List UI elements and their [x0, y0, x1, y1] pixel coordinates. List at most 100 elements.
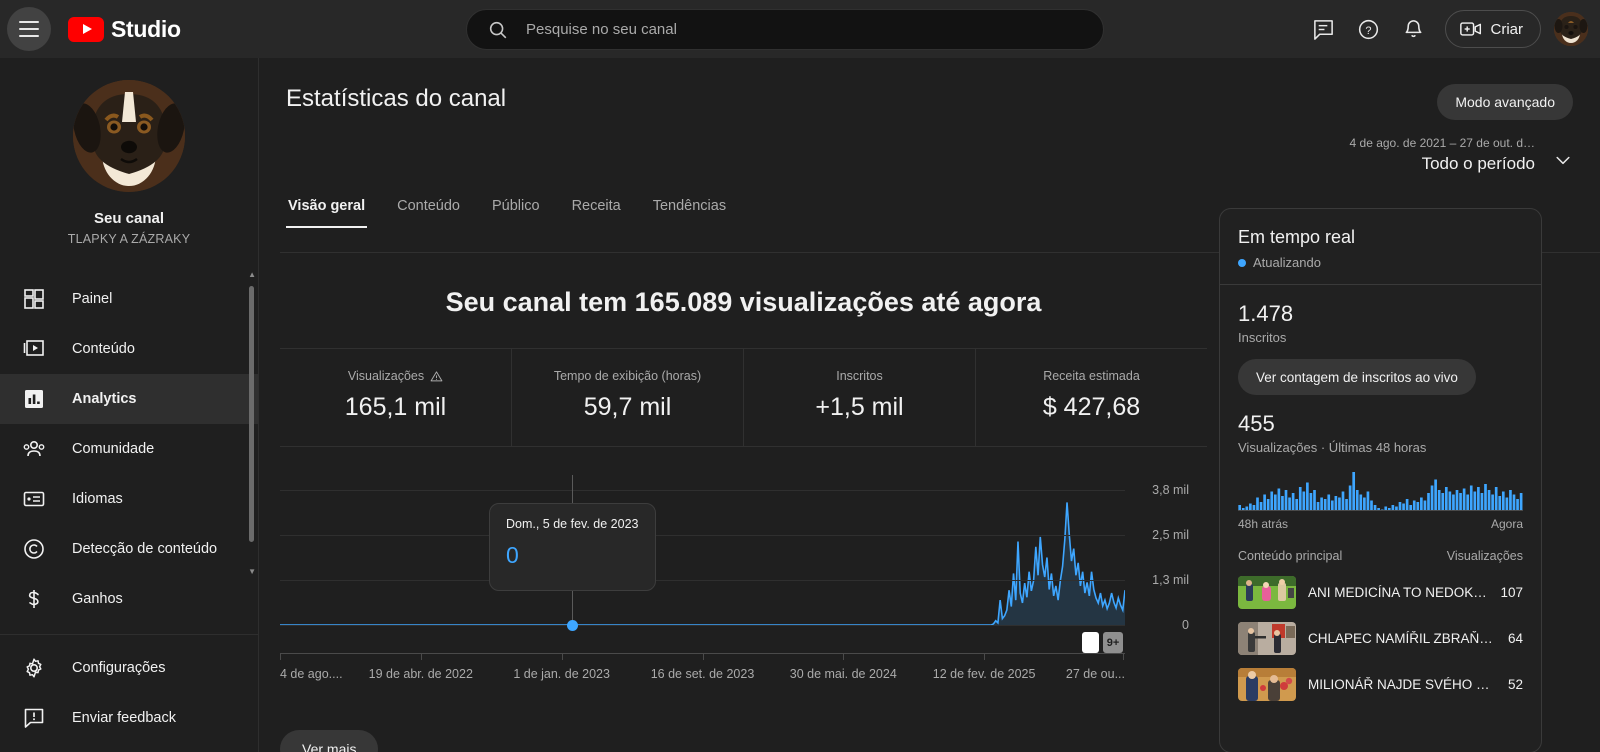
overview-card: Seu canal tem 165.089 visualizações até … [280, 265, 1207, 690]
realtime-subscribers-count: 1.478 [1238, 301, 1294, 326]
sidebar-item-painel[interactable]: Painel [0, 274, 258, 324]
brand-label: Studio [111, 15, 181, 42]
chart-badge-count[interactable]: 9+ [1103, 632, 1123, 653]
metric-value: 59,7 mil [583, 393, 672, 421]
date-range-detail: 4 de ago. de 2021 – 27 de out. d… [1349, 136, 1535, 150]
metric-inscritos[interactable]: Inscritos +1,5 mil [744, 349, 976, 446]
sidebar-item-ganhos[interactable]: Ganhos [0, 574, 258, 624]
metric-tempo-de-exibicao[interactable]: Tempo de exibição (horas) 59,7 mil [512, 349, 744, 446]
chart-plot-area: Dom., 5 de fev. de 2023 0 [280, 475, 1125, 645]
see-more-button[interactable]: Ver mais [280, 730, 379, 752]
advanced-mode-button[interactable]: Modo avançado [1437, 84, 1573, 120]
search-placeholder: Pesquise no seu canal [526, 21, 677, 38]
subtitles-icon [23, 491, 45, 507]
sidebar-item-analytics[interactable]: Analytics [0, 374, 258, 424]
metric-label-text: Tempo de exibição (horas) [553, 369, 702, 383]
tab-receita[interactable]: Receita [571, 198, 621, 214]
video-views: 52 [1507, 677, 1523, 692]
y-tick-label: 3,8 mil [1152, 483, 1189, 497]
main-content: Estatísticas do canal Modo avançado 4 de… [259, 58, 1600, 752]
chart-tooltip: Dom., 5 de fev. de 2023 0 [489, 503, 656, 591]
create-button-label: Criar [1490, 20, 1524, 38]
notifications-icon[interactable] [1394, 9, 1434, 49]
y-tick-label: 1,3 mil [1152, 573, 1189, 587]
video-views: 107 [1500, 585, 1523, 600]
sidebar-divider [0, 634, 258, 635]
copyright-icon [24, 539, 44, 559]
sidebar-item-enviar-feedback[interactable]: Enviar feedback [0, 693, 258, 743]
hamburger-icon[interactable] [7, 7, 51, 51]
chart-hover-point [567, 620, 578, 631]
dollar-icon [28, 590, 39, 608]
studio-logo[interactable]: Studio [68, 16, 181, 43]
sidebar-item-deteccao-de-conteudo[interactable]: Detecção de conteúdo [0, 524, 258, 574]
list-item[interactable]: CHLAPEC NAMÍŘIL ZBRAŇ … 64 [1238, 622, 1523, 655]
metric-value: +1,5 mil [815, 393, 904, 421]
video-thumbnail [1238, 622, 1296, 655]
metric-label-text: Inscritos [836, 369, 883, 383]
search-input[interactable]: Pesquise no seu canal [466, 9, 1104, 50]
scroll-down-arrow[interactable]: ▼ [248, 567, 256, 576]
video-title: ANI MEDICÍNA TO NEDOK… [1308, 585, 1487, 600]
create-button[interactable]: Criar [1444, 10, 1541, 48]
gridline [280, 490, 1125, 491]
realtime-panel: Em tempo real Atualizando 1.478 Inscrito… [1219, 208, 1542, 752]
gridline [280, 535, 1125, 536]
channel-avatar[interactable] [73, 80, 185, 192]
realtime-status: Atualizando [1238, 255, 1523, 270]
list-item[interactable]: ANI MEDICÍNA TO NEDOK… 107 [1238, 576, 1523, 609]
sidebar-item-comunidade[interactable]: Comunidade [0, 424, 258, 474]
y-tick-label: 0 [1182, 618, 1189, 632]
gridline [280, 625, 1125, 626]
warning-icon[interactable] [430, 370, 443, 383]
sidebar: Seu canal TLAPKY A ZÁZRAKY Painel Conteú… [0, 58, 259, 752]
realtime-title: Em tempo real [1238, 227, 1356, 247]
date-range-selector[interactable]: 4 de ago. de 2021 – 27 de out. d… Todo o… [1350, 136, 1573, 174]
tab-visao-geral[interactable]: Visão geral [286, 198, 381, 228]
realtime-sparkline[interactable] [1238, 469, 1523, 511]
realtime-views-caption: Visualizações · Últimas 48 horas [1238, 440, 1427, 455]
sidebar-item-conteudo[interactable]: Conteúdo [0, 324, 258, 374]
tab-publico[interactable]: Público [492, 198, 540, 214]
tab-conteudo[interactable]: Conteúdo [397, 198, 460, 214]
live-subscriber-count-button[interactable]: Ver contagem de inscritos ao vivo [1238, 359, 1476, 395]
x-tick-label: 19 de abr. de 2022 [368, 667, 473, 681]
scroll-up-arrow[interactable]: ▲ [248, 270, 256, 279]
chart-badge-white[interactable] [1082, 632, 1099, 653]
list-item[interactable]: MILIONÁŘ NAJDE SVÉHO O… 52 [1238, 668, 1523, 701]
hamburger-line [19, 35, 39, 37]
top-bar-actions: ? Criar [1304, 0, 1588, 58]
channel-block: Seu canal TLAPKY A ZÁZRAKY [0, 58, 258, 256]
metric-value: 165,1 mil [344, 393, 447, 421]
tabs-underline [280, 252, 1600, 253]
hamburger-line [19, 28, 39, 30]
help-icon[interactable]: ? [1349, 9, 1389, 49]
sidebar-scrollbar[interactable] [249, 286, 254, 542]
sidebar-item-label: Configurações [72, 660, 166, 676]
community-people-icon [23, 441, 45, 457]
realtime-subscribers-caption: Inscritos [1238, 330, 1287, 345]
sidebar-item-configuracoes[interactable]: Configurações [0, 643, 258, 693]
comments-icon[interactable] [1304, 9, 1344, 49]
sidebar-item-label: Idiomas [72, 491, 123, 507]
x-tick-label: 16 de set. de 2023 [650, 667, 755, 681]
video-thumbnail [1238, 576, 1296, 609]
metric-visualizacoes[interactable]: Visualizações 165,1 mil [280, 349, 512, 446]
sidebar-nav: Painel Conteúdo Analytics [0, 270, 258, 743]
views-over-time-chart[interactable]: Dom., 5 de fev. de 2023 0 3,8 mil 2,5 mi… [280, 475, 1207, 690]
x-tick-label: 30 de mai. de 2024 [789, 667, 897, 681]
sidebar-item-label: Conteúdo [72, 341, 135, 357]
channel-handle: TLAPKY A ZÁZRAKY [67, 232, 191, 246]
video-views: 64 [1507, 631, 1523, 646]
realtime-table-header: Conteúdo principal Visualizações [1238, 549, 1523, 563]
sidebar-item-label: Analytics [72, 391, 137, 407]
metric-row: Visualizações 165,1 mil Tempo de exibiçã… [280, 348, 1207, 447]
tab-tendencias[interactable]: Tendências [652, 198, 727, 214]
sidebar-item-idiomas[interactable]: Idiomas [0, 474, 258, 524]
account-avatar[interactable] [1554, 12, 1588, 46]
chart-badges[interactable]: 9+ [1082, 632, 1123, 653]
video-thumbnail [1238, 668, 1296, 701]
metric-label-text: Visualizações [347, 369, 425, 383]
youtube-play-icon [68, 16, 104, 42]
metric-receita-estimada[interactable]: Receita estimada $ 427,68 [976, 349, 1207, 446]
